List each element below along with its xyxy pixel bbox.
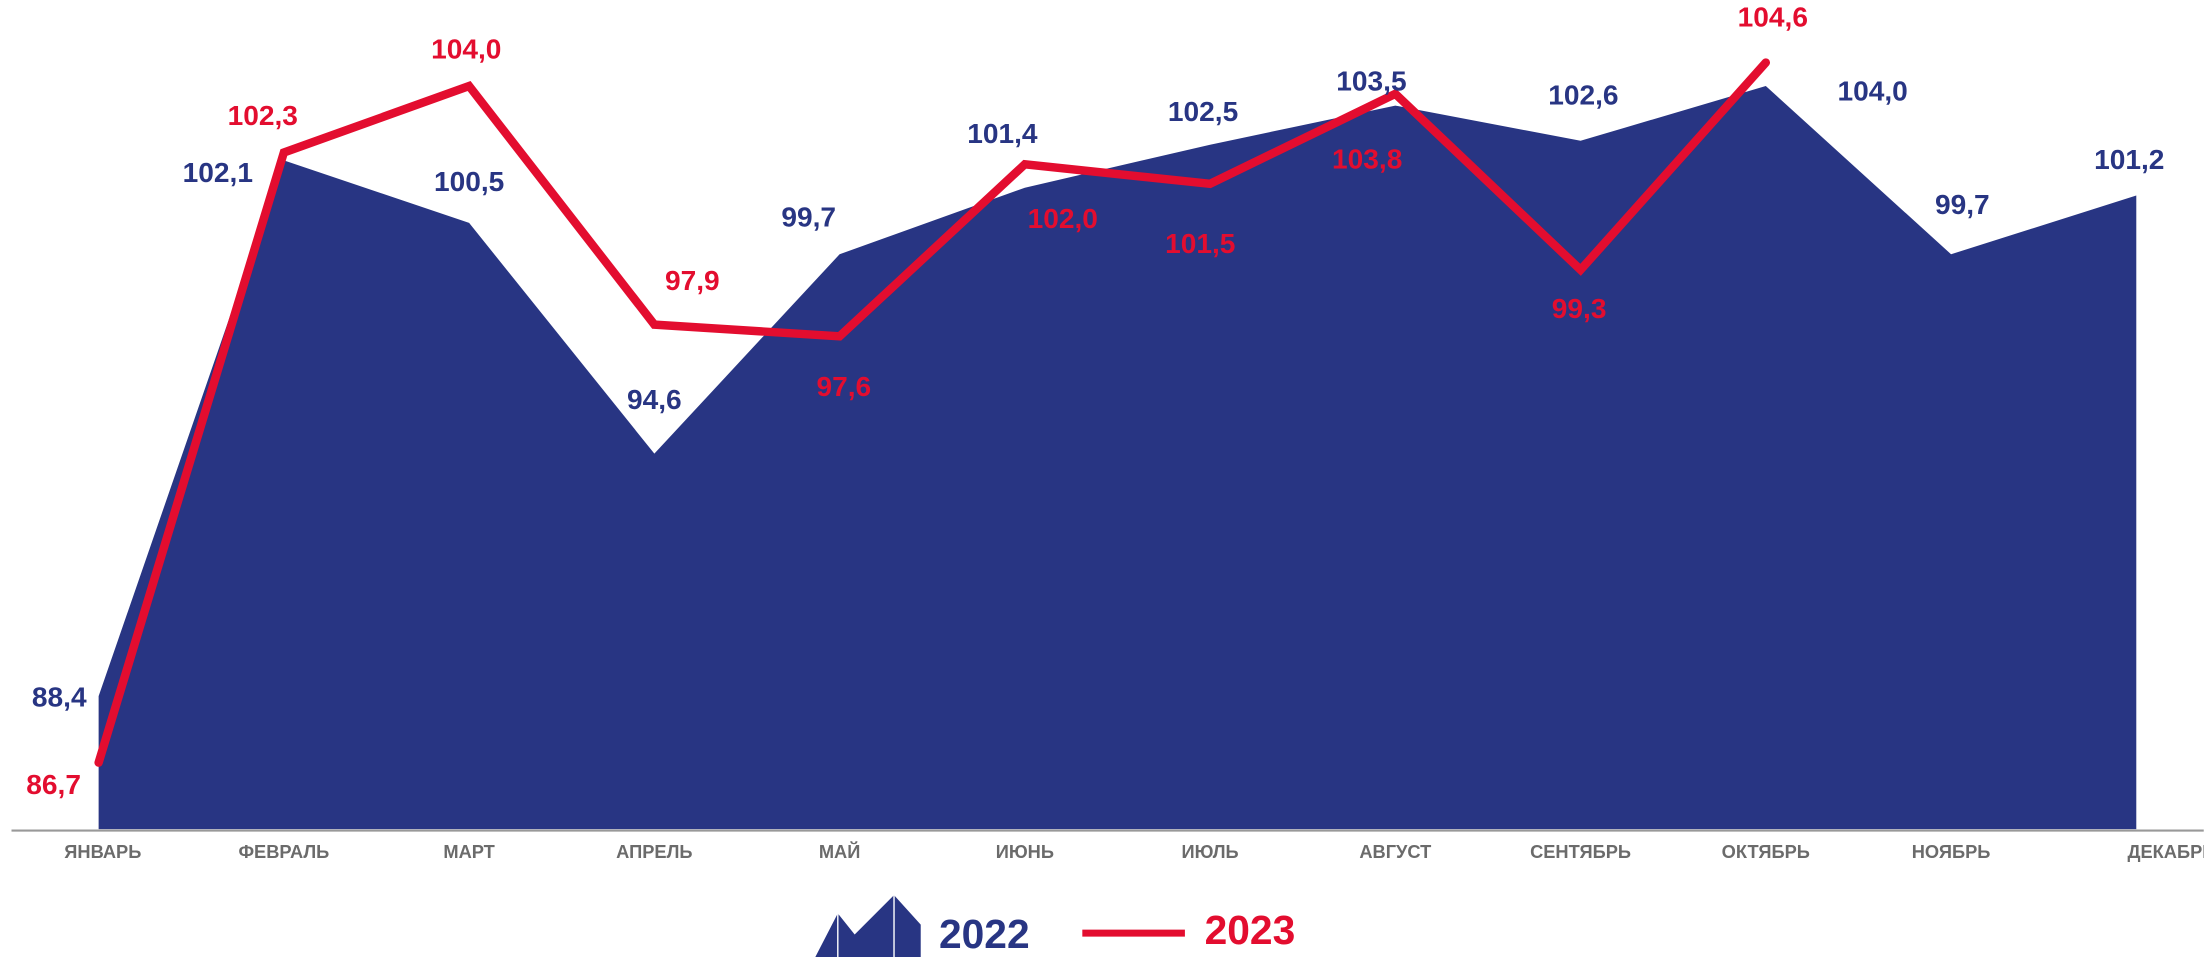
data-label: 103,8 [1332, 144, 1402, 175]
data-label: 101,2 [2094, 144, 2164, 175]
x-tick-label: АПРЕЛЬ [616, 841, 692, 862]
data-label: 104,6 [1738, 1, 1808, 32]
data-label: 102,0 [1028, 203, 1098, 234]
data-label: 101,4 [967, 118, 1038, 149]
legend-area-icon [815, 895, 921, 957]
data-label: 101,5 [1165, 228, 1235, 259]
data-label: 99,7 [1935, 189, 1990, 220]
legend-label: 2023 [1205, 907, 1296, 953]
data-label: 102,6 [1548, 80, 1618, 111]
legend-label: 2022 [939, 911, 1030, 957]
data-label: 99,3 [1552, 293, 1607, 324]
x-tick-label: ОКТЯБРЬ [1722, 841, 1810, 862]
x-tick-label: ФЕВРАЛЬ [238, 841, 329, 862]
line [94, 58, 1771, 767]
data-label: 94,6 [627, 384, 682, 415]
x-tick-label: ЯНВАРЬ [64, 841, 141, 862]
data-label: 102,5 [1168, 96, 1238, 127]
x-tick-label: НОЯБРЬ [1912, 841, 1991, 862]
data-label: 99,7 [781, 202, 836, 233]
data-label: 104,0 [1837, 75, 1907, 106]
data-label: 102,1 [183, 157, 253, 188]
data-label: 97,6 [816, 371, 871, 402]
data-label: 102,3 [228, 100, 298, 131]
area [98, 86, 2137, 830]
x-tick-label: АВГУСТ [1359, 841, 1431, 862]
legend: 2022 2023 [815, 895, 1295, 957]
data-label: 88,4 [32, 681, 87, 712]
labels: 88,4 102,1 100,5 94,6 99,7 101,4 102,5 103,5 102… [26, 1, 2204, 861]
data-label: 86,7 [26, 769, 81, 800]
x-tick-label: СЕНТЯБРЬ [1530, 841, 1631, 862]
x-tick-label: ИЮНЬ [996, 841, 1054, 862]
data-label: 100,5 [434, 166, 504, 197]
data-label: 104,0 [431, 33, 501, 64]
data-label: 97,9 [665, 265, 720, 296]
x-tick-label: ДЕКАБРЬ [2127, 841, 2204, 862]
x-tick-label: МАРТ [443, 841, 494, 862]
x-tick-label: ИЮЛЬ [1181, 841, 1238, 862]
x-tick-label: МАЙ [819, 841, 861, 862]
data-label: 103,5 [1336, 66, 1406, 97]
